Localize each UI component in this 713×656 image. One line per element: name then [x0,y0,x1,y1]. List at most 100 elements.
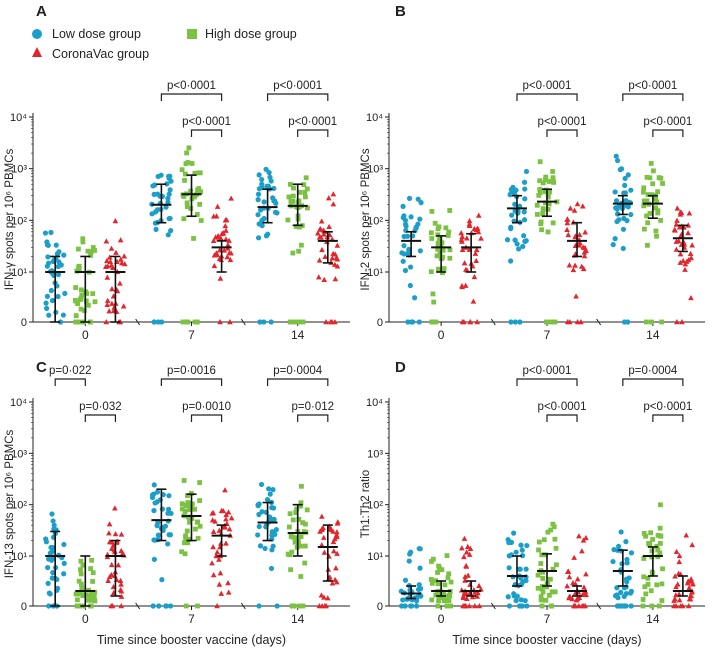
data-point [433,578,439,584]
data-point [657,550,663,556]
data-point [433,319,439,325]
data-point [223,227,229,233]
data-point [398,603,405,609]
data-point [475,212,482,218]
data-point [187,507,193,513]
data-point [118,531,125,537]
data-point [290,250,296,256]
data-point [653,228,659,234]
data-point [329,580,336,586]
data-point [570,266,577,273]
data-point [214,603,220,609]
data-point [73,313,79,318]
data-point [580,265,587,272]
data-point [317,528,323,534]
data-point [687,250,694,256]
significance-bracket [266,93,329,101]
data-point [437,237,442,243]
y-tick-label: 10¹ [11,267,27,279]
data-point [92,248,97,253]
data-point [218,235,224,241]
data-point [417,565,423,571]
data-point [472,603,478,609]
x-axis-label: Time since booster vaccine (days) [97,633,286,647]
data-point [88,249,94,255]
data-point [293,224,299,229]
data-point [513,598,519,604]
data-point [256,523,262,530]
data-point [217,275,224,281]
data-point [166,191,172,197]
data-point [220,507,227,514]
data-point [266,169,272,176]
legend-coronavac-label: CoronaVac group [52,47,149,61]
p-value-label: p=0·012 [291,401,334,413]
data-point [118,256,124,262]
y-tick-label: 0 [377,317,383,329]
p-value-label: p<0·0001 [538,116,587,128]
data-point [48,229,54,236]
data-point [429,236,435,241]
data-point [540,206,546,212]
data-point [165,195,171,201]
significance-bracket [266,378,329,386]
data-point [523,238,529,244]
data-point [614,157,621,164]
data-point [576,594,583,601]
data-point [333,565,339,571]
data-point [259,176,265,183]
data-point [210,572,217,578]
data-point [330,250,336,256]
p-value-label: p<0·0001 [288,116,337,128]
data-point [545,206,551,212]
data-point [616,543,622,549]
data-point [545,194,551,200]
data-point [417,248,423,254]
significance-bracket [516,378,578,386]
data-point [674,319,680,325]
data-point [323,319,329,325]
data-point [540,589,546,595]
data-point [540,211,546,217]
x-tick-label: 14 [646,612,660,626]
data-point [437,253,443,258]
data-point [291,185,296,191]
data-point [641,203,647,209]
data-point [573,293,579,299]
data-point [189,501,195,507]
data-point [624,560,630,566]
data-point [673,246,680,252]
data-point [552,536,558,542]
legend-low-dose-marker [32,29,42,39]
data-point [564,216,570,222]
data-point [508,319,514,325]
data-point [46,590,52,596]
data-point [459,233,466,239]
data-point [210,543,216,550]
data-point [475,590,481,596]
data-point [466,551,473,557]
data-point [117,577,124,583]
data-point [225,589,232,595]
data-point [167,187,173,193]
data-point [75,301,81,307]
data-point [618,529,624,535]
data-point [641,531,647,536]
data-point [296,319,302,325]
data-point [217,319,223,325]
p-value-label: p=0·0004 [628,365,678,377]
data-point [43,300,49,306]
data-point [436,266,441,272]
data-point [478,235,484,241]
data-point [268,565,275,572]
data-point [266,486,272,492]
data-point [44,305,50,311]
data-point [506,565,512,571]
data-point [539,586,545,592]
data-point [210,237,217,243]
data-point [474,319,481,325]
axis-break-mark [240,602,246,610]
data-point [319,513,325,519]
data-point [523,168,530,175]
data-point [159,577,165,583]
